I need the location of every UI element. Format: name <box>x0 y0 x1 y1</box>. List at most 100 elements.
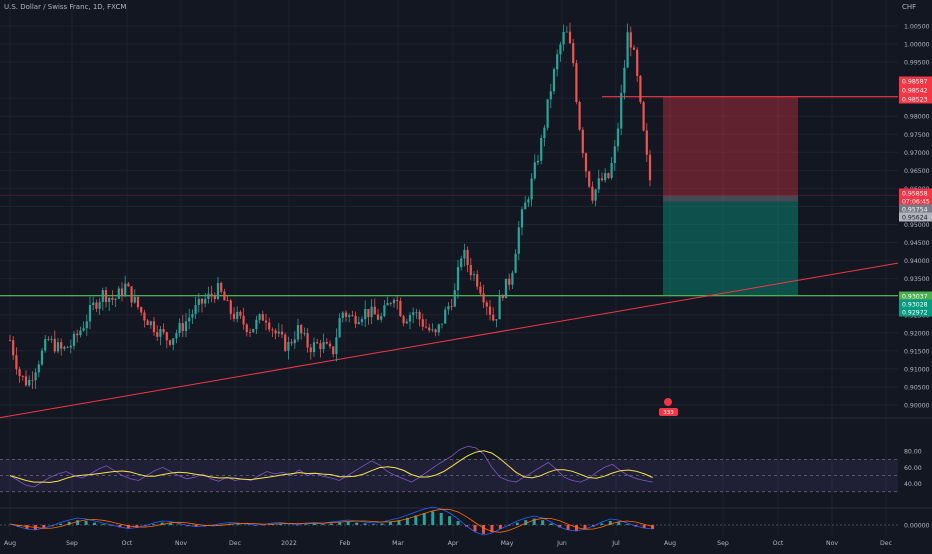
candle-body <box>195 305 197 314</box>
y-tick-label: 0.98000 <box>904 114 930 121</box>
candle-body <box>70 346 72 348</box>
candle-body <box>563 32 565 44</box>
candle-body <box>67 347 69 348</box>
candle-body <box>198 299 200 305</box>
candle-body <box>409 315 411 322</box>
candle-body <box>188 318 190 322</box>
candle-body <box>406 322 408 324</box>
x-tick-label: 2022 <box>281 540 297 547</box>
entry-price-label: 0.95858 <box>902 191 928 198</box>
y-tick-label: 0.97500 <box>904 132 930 139</box>
candle-body <box>646 131 648 155</box>
candle-body <box>457 267 459 290</box>
candle-body <box>348 315 350 317</box>
candle-body <box>531 178 533 199</box>
candle-body <box>595 189 597 200</box>
candle-body <box>179 323 181 333</box>
macd-tick-label: 0.00000 <box>904 523 930 530</box>
candle-body <box>623 68 625 93</box>
candle-body <box>377 314 379 319</box>
x-tick-label: Nov <box>826 540 838 547</box>
candle-body <box>51 339 53 340</box>
candle-body <box>92 303 94 305</box>
candle-body <box>223 292 225 301</box>
candle-body <box>358 322 360 324</box>
candle-body <box>575 63 577 102</box>
candle-body <box>476 274 478 286</box>
entry-band <box>663 196 798 202</box>
candle-body <box>95 303 97 309</box>
candle-body <box>383 305 385 316</box>
candle-body <box>89 305 91 321</box>
candle-body <box>598 178 600 189</box>
candle-body <box>390 303 392 304</box>
candle-body <box>137 297 139 307</box>
macd-hist-bar <box>347 522 350 525</box>
x-tick-label: Mar <box>392 540 404 547</box>
candle-body <box>201 299 203 304</box>
candle-body <box>460 258 462 267</box>
take-profit-zone <box>663 202 798 296</box>
macd-hist-bar <box>381 523 384 525</box>
candle-body <box>131 286 133 302</box>
candle-body <box>159 329 161 337</box>
candle-body <box>611 163 613 178</box>
candle-body <box>316 342 318 343</box>
macd-hist-bar <box>152 524 155 525</box>
candle-body <box>172 338 174 344</box>
candle-body <box>473 274 475 275</box>
y-tick-label: 1.00000 <box>904 42 930 49</box>
position-zones[interactable] <box>663 97 798 296</box>
candle-body <box>339 318 341 337</box>
candle-body <box>12 340 14 355</box>
candle-body <box>278 332 280 334</box>
candle-body <box>156 332 158 337</box>
candle-body <box>175 333 177 338</box>
macd-hist-bar <box>600 523 603 525</box>
candle-body <box>153 321 155 332</box>
x-tick-label: Nov <box>175 540 187 547</box>
macd-hist-bar <box>330 523 333 525</box>
y-tick-label: 1.00500 <box>904 23 930 30</box>
x-tick-label: Aug <box>664 540 676 547</box>
candle-body <box>559 44 561 54</box>
rsi-pane <box>0 446 898 492</box>
candle-body <box>374 307 376 315</box>
y-tick-label: 0.94500 <box>904 240 930 247</box>
x-tick-label: Aug <box>4 540 16 547</box>
candle-body <box>511 273 513 285</box>
x-tick-label: Jun <box>556 540 567 547</box>
candle-body <box>19 369 21 376</box>
candle-body <box>361 319 363 322</box>
macd-hist-bar <box>313 524 316 525</box>
y-tick-label: 0.91500 <box>904 348 930 355</box>
candle-body <box>547 99 549 127</box>
candle-body <box>140 307 142 312</box>
entry-time-label: 07:06:45 <box>902 199 930 206</box>
mid-price-label: 0.95624 <box>902 215 928 222</box>
macd-hist-bar <box>448 516 451 525</box>
candle-body <box>169 340 171 345</box>
candle-body <box>351 315 353 316</box>
candle-body <box>214 296 216 299</box>
candle-body <box>486 302 488 306</box>
candle-body <box>553 69 555 91</box>
candle-body <box>419 312 421 319</box>
target-price-label: 0.93037 <box>902 294 928 301</box>
macd-hist-bar <box>237 524 240 525</box>
macd-hist-bar <box>626 524 629 525</box>
x-tick-label: Jul <box>611 540 620 547</box>
candle-body <box>435 329 437 332</box>
candle-body <box>649 155 651 180</box>
candle-body <box>217 283 219 299</box>
candle-body <box>604 173 606 180</box>
candle-body <box>550 91 552 99</box>
candle-body <box>505 279 507 298</box>
candle-body <box>470 265 472 275</box>
candle-body <box>115 299 117 300</box>
candle-body <box>22 376 24 377</box>
candle-body <box>150 321 152 325</box>
stop-price-label: 0.98523 <box>902 97 928 104</box>
